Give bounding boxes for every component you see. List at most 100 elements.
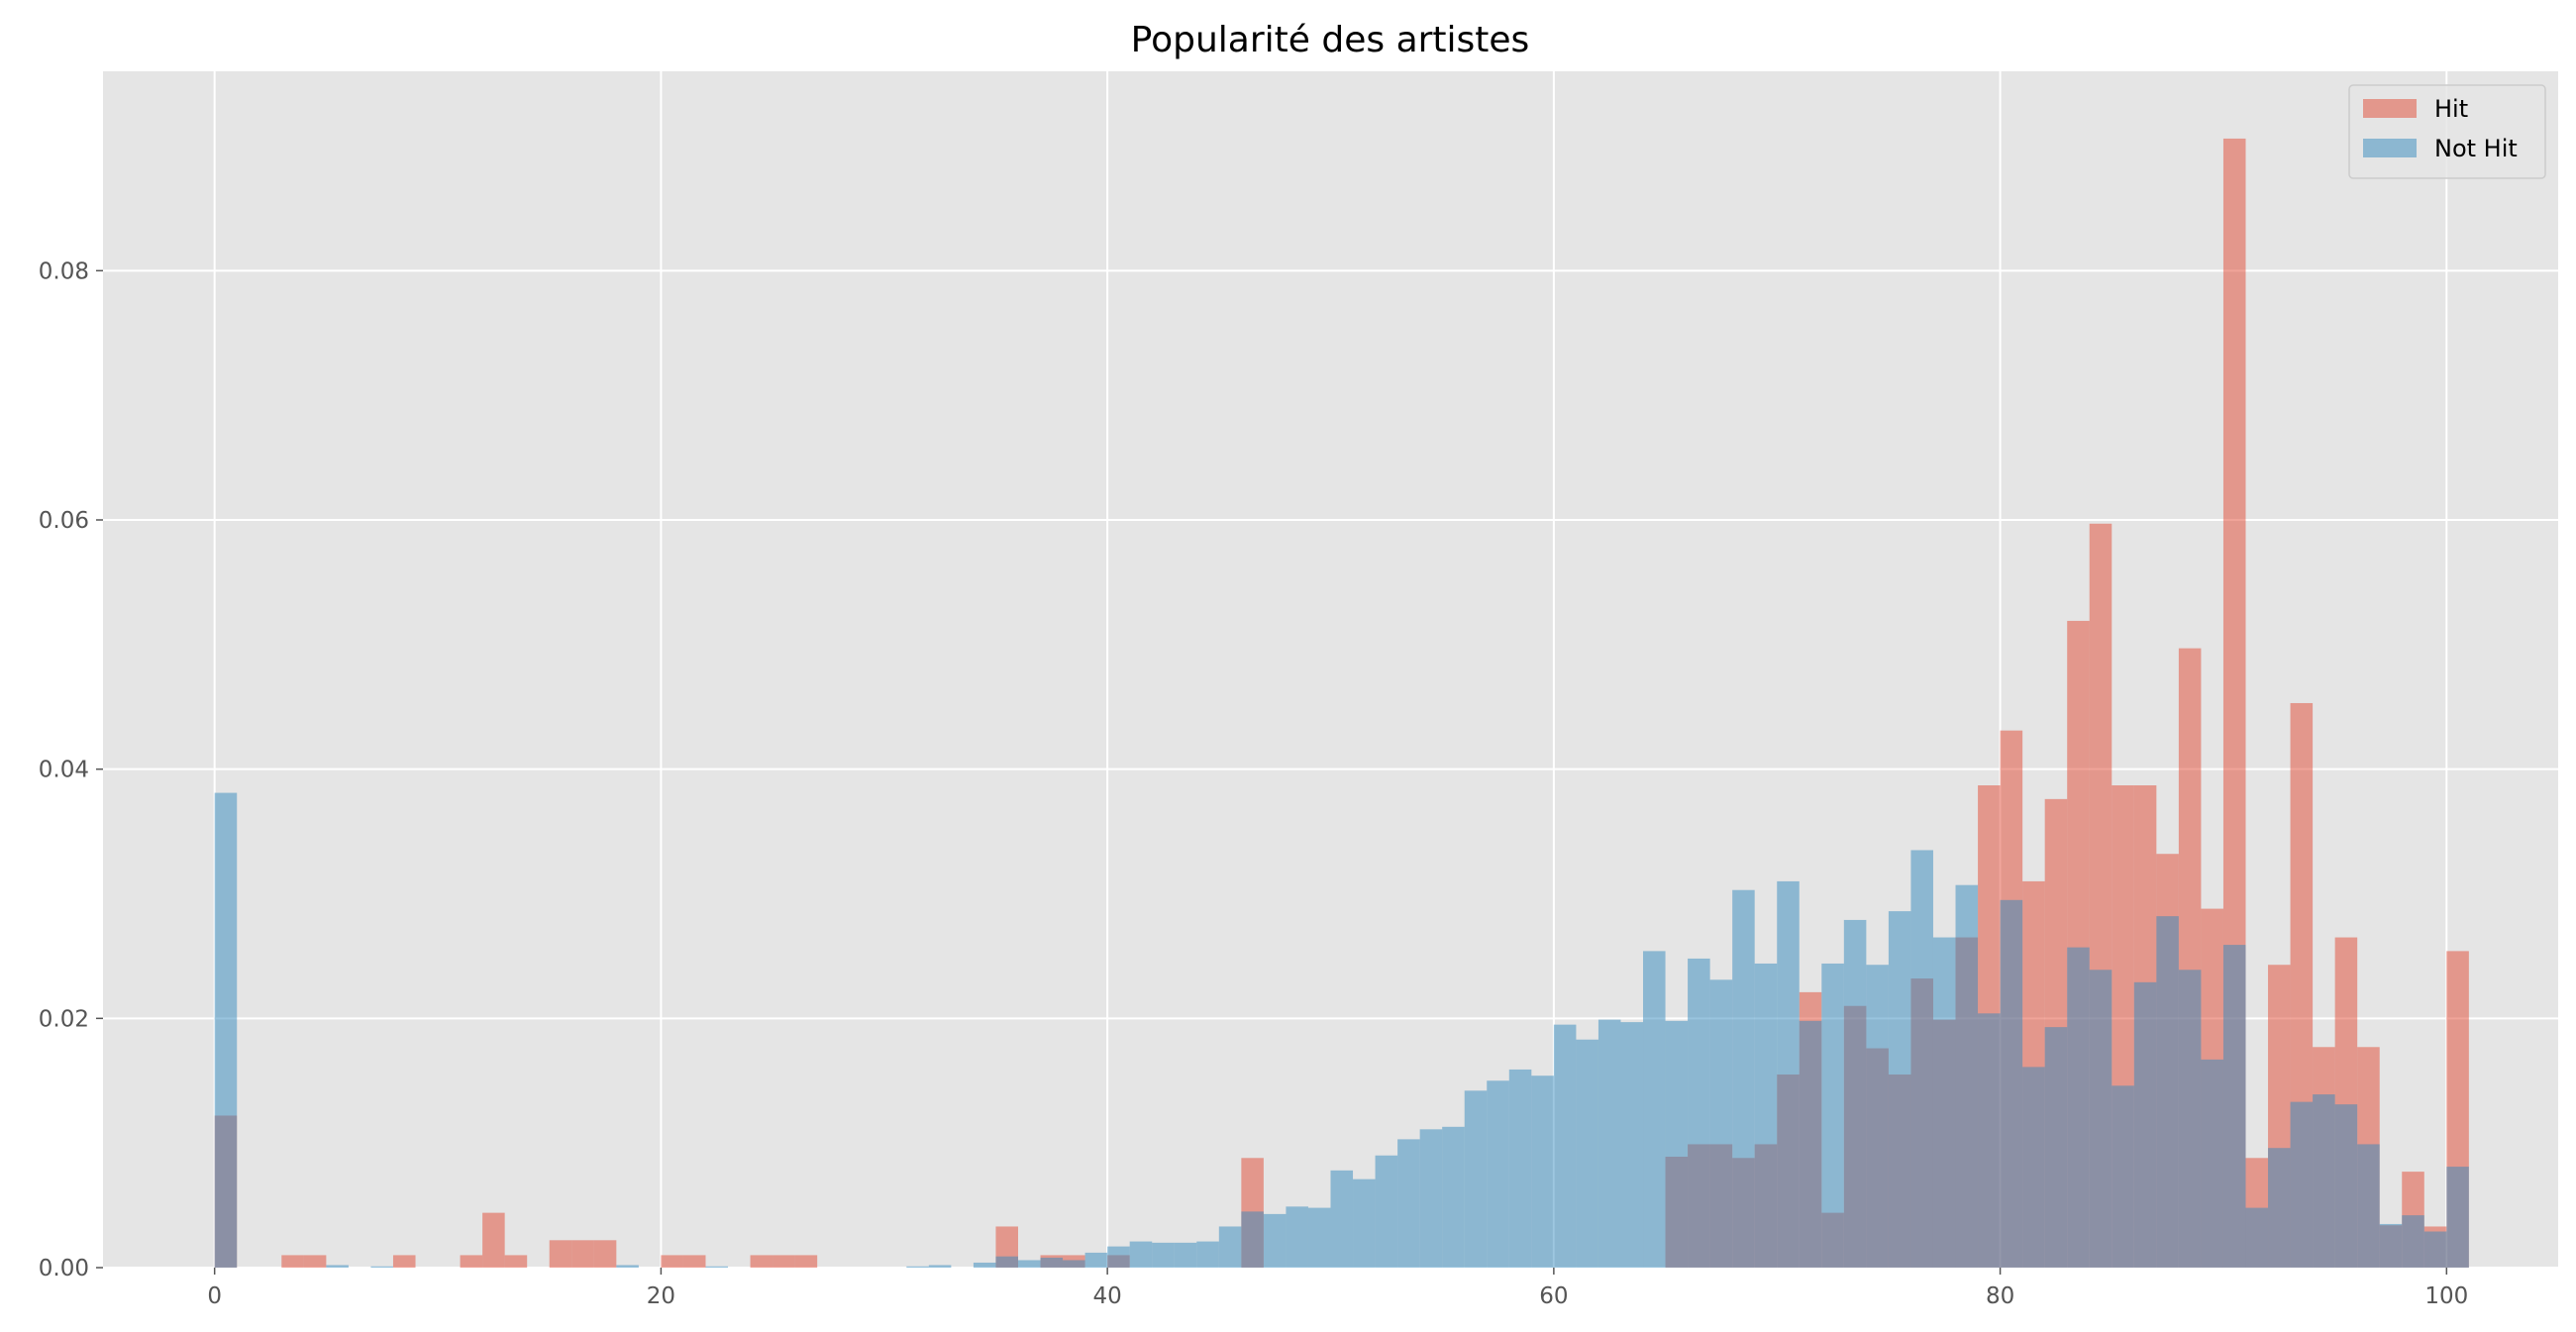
legend-label: Hit <box>2434 95 2468 123</box>
histogram-bar <box>1218 1226 1242 1268</box>
histogram-bar <box>1531 1076 1554 1268</box>
legend: Hit Not Hit <box>2348 84 2546 179</box>
histogram-bar <box>1063 1260 1085 1268</box>
histogram-bar <box>2022 1067 2045 1268</box>
histogram-bar <box>1910 850 1933 1268</box>
histogram-bar <box>2290 1101 2314 1268</box>
histogram-bar <box>1353 1178 1376 1268</box>
histogram-bar <box>1487 1080 1509 1268</box>
y-tick-label: 0.06 <box>39 508 89 534</box>
histogram-bar <box>1888 911 1911 1268</box>
histogram-bar <box>1799 1020 1822 1268</box>
histogram-bar <box>1643 951 1666 1268</box>
series-not-hit <box>214 792 2469 1268</box>
histogram-bar <box>928 1265 952 1268</box>
histogram-bar <box>1307 1207 1331 1268</box>
histogram-bar <box>2178 970 2202 1268</box>
histogram-bar <box>482 1212 505 1268</box>
histogram-bar <box>1843 919 1867 1268</box>
histogram-bar <box>2156 916 2179 1268</box>
histogram-bar <box>1597 1019 1621 1268</box>
histogram-bar <box>1263 1213 1287 1268</box>
histogram-bar <box>1174 1242 1197 1268</box>
histogram-bar <box>1508 1069 1532 1268</box>
histogram-bar <box>661 1255 683 1268</box>
histogram-bar <box>214 792 238 1268</box>
histogram-bar <box>2089 970 2112 1268</box>
histogram-bar <box>2245 1207 2269 1268</box>
histogram-bar <box>1084 1252 1108 1268</box>
histogram-bar <box>1553 1024 1577 1268</box>
histogram-bar <box>750 1255 773 1268</box>
histogram-bar <box>2446 1167 2469 1268</box>
histogram-bar <box>1709 979 1733 1268</box>
histogram-bar <box>2334 1104 2358 1268</box>
y-tick-label: 0.00 <box>39 1256 89 1281</box>
histogram-bar <box>616 1265 639 1268</box>
y-tick-label: 0.08 <box>39 258 89 284</box>
histogram-bar <box>1196 1241 1219 1268</box>
histogram-bar <box>1017 1260 1041 1268</box>
histogram-bar <box>1375 1155 1398 1268</box>
histogram-bar <box>549 1240 572 1268</box>
histogram-bar <box>2000 899 2023 1268</box>
histogram-bar <box>1754 963 1778 1268</box>
x-tick-label: 20 <box>647 1283 675 1309</box>
y-tick-label: 0.04 <box>39 758 89 783</box>
histogram-bar <box>593 1240 617 1268</box>
histogram-bar <box>995 1256 1018 1268</box>
histogram-bar <box>1688 958 1710 1268</box>
histogram-bar <box>2222 945 2246 1268</box>
histogram-bar <box>2379 1223 2403 1268</box>
histogram-bar <box>2357 1144 2380 1268</box>
histogram-bar <box>1932 937 1956 1268</box>
histogram-bar <box>2313 1094 2335 1268</box>
chart-title: Popularité des artistes <box>1131 20 1530 60</box>
histogram-bar <box>571 1240 594 1268</box>
histogram-bar <box>1040 1257 1064 1268</box>
x-tick-label: 40 <box>1092 1283 1121 1309</box>
histogram-bar <box>2423 1231 2447 1268</box>
histogram-bar <box>1821 963 1844 1268</box>
histogram-bar <box>1107 1246 1130 1268</box>
histogram-bar <box>1866 965 1889 1268</box>
histogram-bar <box>1576 1039 1598 1268</box>
histogram-bar <box>906 1266 929 1268</box>
histogram-bar <box>1419 1129 1443 1268</box>
histogram-bar <box>1732 889 1755 1268</box>
histogram-bar <box>2067 947 2090 1268</box>
histogram-bar <box>370 1266 393 1268</box>
y-tick-label: 0.02 <box>39 1006 89 1032</box>
histogram-bar <box>504 1255 528 1268</box>
histogram-bar <box>2044 1027 2068 1268</box>
histogram-bar <box>1152 1242 1175 1268</box>
histogram-bars <box>214 138 2469 1269</box>
x-tick-label: 80 <box>1986 1283 2014 1309</box>
histogram-bar <box>1241 1211 1264 1268</box>
x-tick-label: 60 <box>1539 1283 1568 1309</box>
histogram-bar <box>1955 884 1979 1268</box>
histogram-bar <box>1777 880 1800 1268</box>
histogram-bar <box>1978 1013 2001 1268</box>
histogram-bar <box>1330 1170 1354 1268</box>
histogram-bar <box>2133 981 2157 1268</box>
histogram-bar <box>326 1265 349 1268</box>
histogram-bar <box>1464 1090 1488 1268</box>
histogram-bar <box>1620 1022 1644 1268</box>
histogram-bar <box>1665 1020 1689 1268</box>
histogram-bar <box>1442 1126 1465 1268</box>
x-tick-label: 100 <box>2424 1283 2468 1309</box>
x-tick-label: 0 <box>207 1283 222 1309</box>
histogram-bar <box>2201 1059 2223 1268</box>
legend-swatch <box>2363 99 2417 118</box>
histogram-bar <box>2402 1215 2424 1268</box>
histogram-bar <box>2268 1148 2291 1268</box>
histogram-bar <box>973 1262 996 1268</box>
histogram-bar <box>1129 1241 1153 1268</box>
histogram-bar <box>281 1255 304 1268</box>
histogram-bar <box>1286 1206 1308 1268</box>
legend-swatch <box>2363 139 2417 157</box>
histogram-bar <box>794 1255 818 1268</box>
legend-label: Not Hit <box>2434 135 2518 162</box>
